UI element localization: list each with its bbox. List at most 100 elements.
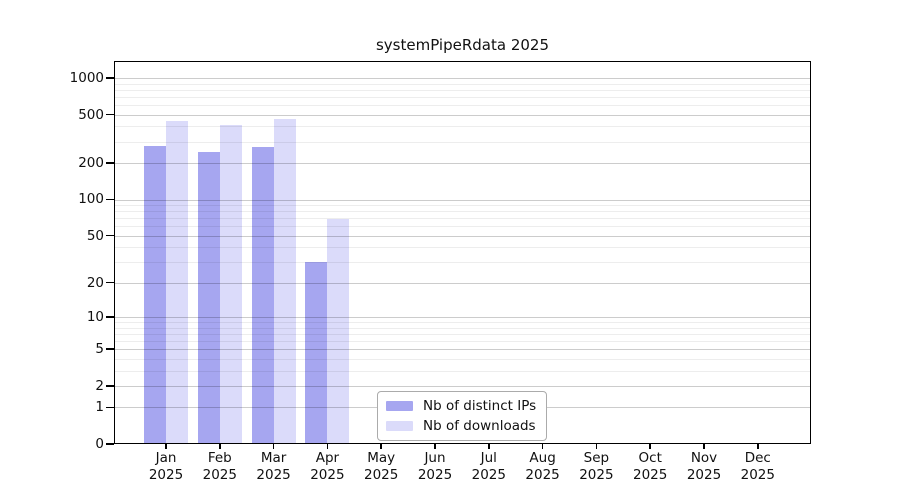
gridline-minor <box>114 83 811 85</box>
x-tick-mark <box>703 444 705 449</box>
x-tick-mark <box>649 444 651 449</box>
x-tick-label: Dec 2025 <box>728 450 788 484</box>
legend-item: Nb of distinct IPs <box>386 398 536 414</box>
bar <box>197 151 220 444</box>
plot-area: Nb of distinct IPs Nb of downloads <box>114 61 811 444</box>
legend: Nb of distinct IPs Nb of downloads <box>377 391 548 441</box>
year-label: 2025 <box>686 467 722 483</box>
x-tick-label: Feb 2025 <box>190 450 250 484</box>
month-label: Aug <box>529 450 556 466</box>
x-tick-mark <box>595 444 598 449</box>
y-tick-mark <box>106 406 114 409</box>
year-label: 2025 <box>148 467 184 483</box>
gridline-minor <box>114 218 811 220</box>
gridline-minor <box>114 327 811 329</box>
gridline-major <box>114 235 811 237</box>
gridline-minor <box>114 211 811 213</box>
month-label: Apr <box>315 450 340 466</box>
x-tick-mark <box>326 444 329 449</box>
x-tick-mark <box>219 444 221 449</box>
x-tick-mark <box>757 444 759 449</box>
bar <box>327 218 350 444</box>
y-tick-label: 10 <box>86 308 104 325</box>
y-tick-label: 100 <box>78 191 104 208</box>
gridline-minor <box>114 205 811 206</box>
month-label: Mar <box>260 450 287 466</box>
y-tick-mark <box>106 443 114 445</box>
year-label: 2025 <box>579 467 614 483</box>
gridline-minor <box>114 370 811 372</box>
y-tick-mark <box>106 162 114 164</box>
x-tick-label: Jun 2025 <box>405 450 465 484</box>
legend-color-swatch <box>386 401 413 411</box>
legend-item-label: Nb of distinct IPs <box>423 398 537 414</box>
gridline-major <box>114 114 811 116</box>
chart-title: systemPipeRdata 2025 <box>375 36 549 54</box>
gridline-minor <box>114 262 811 263</box>
year-label: 2025 <box>310 467 345 483</box>
month-label: Nov <box>690 450 718 466</box>
year-label: 2025 <box>202 467 237 483</box>
y-tick-label: 0 <box>95 436 104 452</box>
y-tick-label: 200 <box>78 155 104 171</box>
grid-layer <box>114 61 811 444</box>
x-tick-label: Apr 2025 <box>297 450 357 484</box>
x-tick-mark <box>272 444 275 449</box>
gridline-major <box>114 282 811 284</box>
x-tick-label: Oct 2025 <box>620 450 680 484</box>
month-label: Jul <box>480 450 497 466</box>
y-tick-mark <box>106 385 114 387</box>
x-tick-label: Aug 2025 <box>513 450 573 484</box>
y-tick-mark <box>106 113 114 116</box>
y-tick-mark <box>106 348 114 350</box>
gridline-minor <box>114 141 811 143</box>
y-tick-label: 1 <box>95 399 104 416</box>
gridline-minor <box>114 226 811 228</box>
x-tick-label: Sep 2025 <box>566 450 626 484</box>
y-tick-label: 50 <box>86 227 104 244</box>
x-tick-mark <box>380 444 382 449</box>
y-tick-label: 5 <box>95 341 104 358</box>
x-tick-label: Jan 2025 <box>136 450 196 484</box>
gridline-minor <box>114 126 811 128</box>
x-tick-label: Jul 2025 <box>459 450 519 484</box>
x-tick-label: Mar 2025 <box>244 450 304 484</box>
bar <box>273 119 296 444</box>
gridline-major <box>114 199 811 201</box>
month-label: Sep <box>583 450 610 466</box>
bar <box>219 125 242 444</box>
year-label: 2025 <box>633 467 668 483</box>
month-label: May <box>367 450 396 466</box>
gridline-minor <box>114 247 811 249</box>
year-label: 2025 <box>364 467 399 483</box>
x-tick-mark <box>165 444 167 449</box>
bar <box>166 120 188 444</box>
y-tick-label: 2 <box>95 377 104 394</box>
x-tick-mark <box>434 444 436 449</box>
bar <box>305 262 328 444</box>
year-label: 2025 <box>417 467 453 483</box>
month-label: Jun <box>424 450 446 466</box>
x-tick-mark <box>488 444 490 449</box>
month-label: Oct <box>638 450 662 466</box>
x-tick-label: May 2025 <box>351 450 411 484</box>
year-label: 2025 <box>256 467 291 483</box>
y-tick-mark <box>106 198 114 201</box>
year-label: 2025 <box>525 467 560 483</box>
y-tick-mark <box>106 77 114 79</box>
month-label: Dec <box>744 450 771 466</box>
gridline-major <box>114 349 811 351</box>
x-tick-mark <box>541 444 544 449</box>
gridline-minor <box>114 333 811 335</box>
y-tick-label: 20 <box>86 274 104 291</box>
month-label: Feb <box>207 450 232 466</box>
y-tick-mark <box>106 281 114 284</box>
gridline-minor <box>114 322 811 323</box>
gridline-major <box>114 77 811 79</box>
gridline-major <box>114 316 811 318</box>
gridline-major <box>114 385 811 387</box>
gridline-minor <box>114 340 811 342</box>
gridline-minor <box>114 358 811 360</box>
legend-color-swatch <box>386 421 413 431</box>
